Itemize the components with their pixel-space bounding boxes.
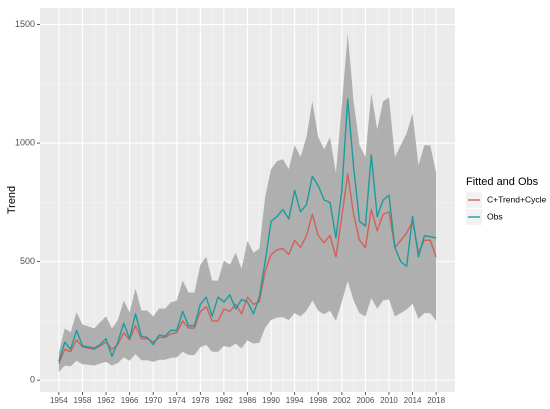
x-tick-label: 2002 [333, 396, 351, 405]
x-tick-label: 1982 [215, 396, 233, 405]
legend-label: C+Trend+Cycle [487, 194, 546, 204]
x-tick-label: 2010 [380, 396, 398, 405]
x-tick-label: 1986 [239, 396, 257, 405]
x-tick-label: 1970 [144, 396, 162, 405]
y-tick-label: 0 [30, 375, 35, 385]
x-tick-label: 1974 [168, 396, 186, 405]
y-tick-label: 1000 [15, 137, 35, 147]
x-tick-label: 1978 [191, 396, 209, 405]
x-tick-label: 2014 [404, 396, 422, 405]
x-tick-label: 2018 [427, 396, 445, 405]
y-tick-label: 500 [20, 256, 35, 266]
x-tick-label: 1998 [309, 396, 327, 405]
x-tick-label: 1990 [262, 396, 280, 405]
legend-title: Fitted and Obs [466, 176, 539, 188]
series-line [58, 98, 437, 362]
marks [58, 33, 437, 373]
x-tick-label: 1994 [286, 396, 304, 405]
legend-label: Obs [487, 211, 503, 221]
x-tick-label: 1966 [121, 396, 139, 405]
ribbon [58, 33, 437, 373]
series-line [58, 173, 437, 364]
y-tick-label: 1500 [15, 19, 35, 29]
x-tick-label: 1954 [50, 396, 68, 405]
x-tick-label: 1962 [97, 396, 115, 405]
y-axis-title: Trend [6, 186, 18, 214]
x-tick-label: 1958 [74, 396, 92, 405]
x-tick-label: 2006 [356, 396, 374, 405]
legend: C+Trend+Cycle Obs [466, 192, 546, 225]
